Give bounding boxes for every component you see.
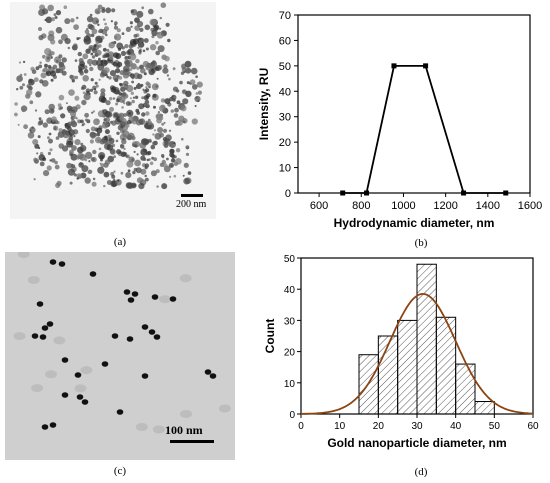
nanoparticle: [81, 399, 89, 405]
nanoparticle: [46, 321, 54, 327]
y-tick-label: 50: [284, 254, 296, 265]
histogram-bar: [474, 401, 495, 415]
caption-c: (c): [113, 465, 127, 477]
x-tick-label: 1200: [433, 200, 457, 212]
scalebar-a-label: 200 nm: [176, 199, 207, 210]
nanoparticle: [123, 289, 131, 295]
x-tick-label: 10: [334, 421, 346, 432]
nanoparticle: [153, 334, 161, 340]
x-tick-label: 40: [450, 421, 462, 432]
nanoparticle: [49, 422, 57, 428]
chart-d: 0 10 20 30 40 50 60 0 10 20 30 40 50 Gold nanoparticl…: [263, 254, 539, 450]
nanoparticle: [141, 373, 149, 379]
y-tick-label: 20: [279, 137, 291, 149]
x-tick-label: 1000: [391, 200, 415, 212]
y-tick-label: 30: [284, 316, 296, 327]
y-tick-label: 0: [289, 410, 295, 421]
scalebar-a: [181, 194, 203, 197]
nanoparticle: [116, 409, 124, 415]
y-tick-label: 50: [279, 61, 291, 73]
micrograph-c-texture: [13, 252, 231, 434]
data-point: [503, 190, 509, 196]
series-line: [342, 65, 506, 194]
nanoparticle: [61, 392, 69, 398]
chart-b: 600 800 1000 1200 1400 1600 0 10 20 30 40 50 60 70 Hyd…: [257, 10, 542, 230]
micrograph-a-texture: [14, 2, 203, 190]
histogram-bar: [397, 319, 418, 415]
histogram-bar: [416, 263, 437, 415]
gaussian-fit-curve: [300, 292, 534, 415]
x-tick-label: 0: [298, 421, 304, 432]
nanoparticle: [74, 372, 82, 378]
histogram-bar: [435, 316, 457, 415]
histogram-bar: [377, 335, 399, 415]
nanoparticle: [101, 361, 109, 367]
y-tick-label: 60: [279, 35, 291, 47]
nanoparticle: [127, 297, 135, 303]
data-point: [364, 190, 370, 196]
caption-d: (d): [414, 466, 428, 478]
nanoparticle: [61, 357, 69, 363]
nanoparticle: [126, 336, 134, 342]
data-point: [461, 190, 467, 196]
x-tick-label: 1400: [476, 200, 500, 212]
nanoparticle: [141, 324, 149, 330]
nanoparticle: [209, 373, 217, 379]
y-tick-label: 70: [279, 10, 291, 22]
plot-frame: [297, 14, 531, 194]
x-tick-label: 800: [352, 200, 370, 212]
y-tick-label: 40: [284, 285, 296, 296]
nanoparticle: [151, 294, 159, 300]
scalebar-c: [170, 440, 214, 443]
nanoparticle: [49, 259, 57, 265]
nanoparticle: [31, 333, 39, 339]
nanoparticle: [41, 325, 49, 331]
x-axis-label: Hydrodynamic diameter, nm: [334, 216, 495, 230]
x-axis-label: Gold nanoparticle diameter, nm: [327, 436, 506, 450]
x-tick-label: 20: [373, 421, 385, 432]
y-axis-label: Intensity, RU: [257, 68, 271, 140]
aggregate-texture: [14, 2, 203, 190]
x-tick-label: 600: [310, 200, 328, 212]
y-tick-label: 40: [279, 86, 291, 98]
nanoparticle-texture: [13, 252, 231, 434]
x-tick-label: 60: [527, 421, 539, 432]
nanoparticle: [41, 424, 49, 430]
nanoparticle: [76, 394, 84, 400]
y-axis-label: Count: [263, 319, 277, 354]
nanoparticle: [169, 296, 177, 302]
histogram-bar: [455, 363, 476, 415]
micrograph-c: 100 nm: [5, 252, 235, 460]
x-tick-label: 50: [489, 421, 501, 432]
nanoparticle: [58, 261, 66, 267]
data-point: [340, 190, 346, 196]
nanoparticle: [36, 301, 44, 307]
nanoparticle: [148, 329, 156, 335]
y-tick-label: 30: [279, 112, 291, 124]
caption-a: (a): [113, 236, 127, 248]
nanoparticle: [204, 369, 212, 375]
y-tick-label: 20: [284, 348, 296, 359]
y-tick-label: 0: [285, 188, 291, 200]
nanoparticle: [111, 333, 119, 339]
caption-b: (b): [414, 237, 428, 249]
x-tick-label: 30: [411, 421, 423, 432]
micrograph-a: 200 nm: [10, 2, 216, 219]
data-point: [423, 63, 429, 69]
y-tick-label: 10: [284, 379, 296, 390]
y-tick-label: 10: [279, 163, 291, 175]
nanoparticle: [131, 291, 139, 297]
x-tick-label: 1600: [518, 200, 542, 212]
nanoparticle: [89, 271, 97, 277]
data-point: [391, 63, 397, 69]
nanoparticle: [39, 334, 47, 340]
scalebar-c-label: 100 nm: [165, 423, 203, 437]
